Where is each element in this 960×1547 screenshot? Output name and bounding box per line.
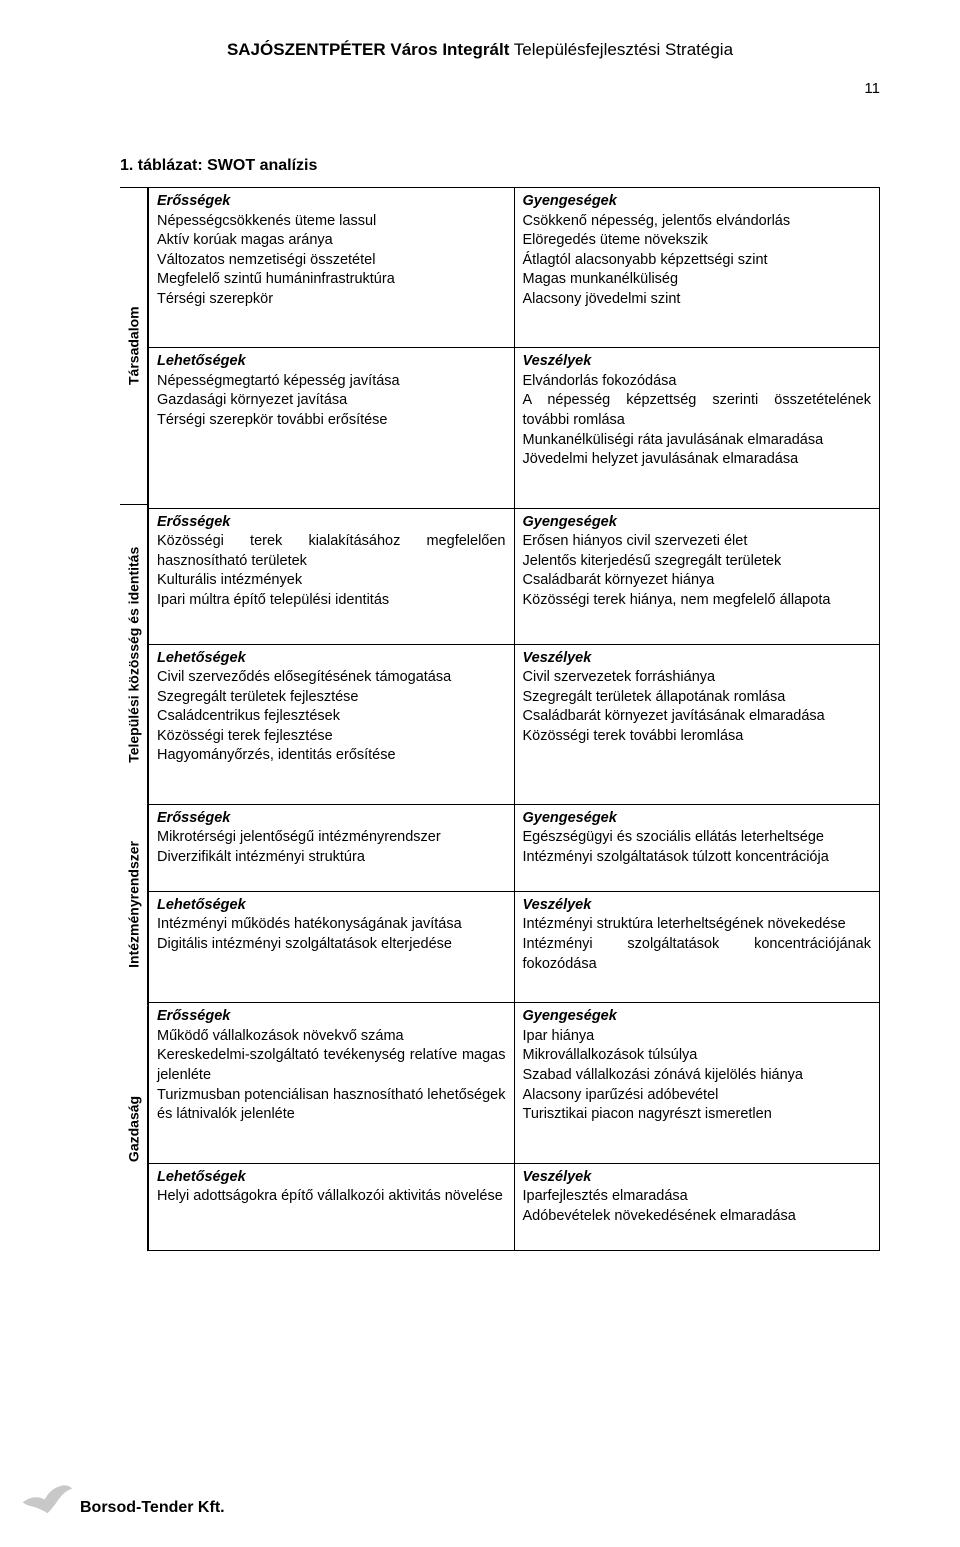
swot-text-line: Közösségi terek további leromlása bbox=[523, 727, 872, 747]
weaknesses-header: Gyengeségek bbox=[523, 193, 617, 209]
swot-text-line: Civil szerveződés elősegítésének támogat… bbox=[157, 668, 506, 688]
swot-text-line: Népességmegtartó képesség javítása bbox=[157, 372, 506, 392]
swot-text-line: Intézményi struktúra leterheltségének nö… bbox=[523, 915, 872, 935]
swot-text-line: Helyi adottságokra építő vállalkozói akt… bbox=[157, 1187, 506, 1207]
section-side-label: Települési közösség és identitás bbox=[120, 505, 148, 804]
strengths-cell: Erősségek Közösségi terek kialakításához… bbox=[149, 508, 515, 644]
strengths-cell: Erősségek Népességcsökkenés üteme lassul… bbox=[149, 188, 515, 348]
weaknesses-header: Gyengeségek bbox=[523, 1008, 617, 1024]
strengths-cell: Erősségek Mikrotérségi jelentőségű intéz… bbox=[149, 804, 515, 891]
strengths-cell: Erősségek Működő vállalkozások növekvő s… bbox=[149, 1003, 515, 1163]
section-side-label: Intézményrendszer bbox=[120, 804, 148, 1006]
swot-text-line: Térségi szerepkör további erősítése bbox=[157, 411, 506, 431]
swot-text-line: Jövedelmi helyzet javulásának elmaradása bbox=[523, 450, 872, 470]
swot-text-line: Családbarát környezet hiánya bbox=[523, 571, 872, 591]
swot-table: Erősségek Népességcsökkenés üteme lassul… bbox=[148, 187, 880, 1251]
swot-text-line: Elvándorlás fokozódása bbox=[523, 372, 872, 392]
threats-cell: Veszélyek Iparfejlesztés elmaradásaAdóbe… bbox=[514, 1163, 880, 1250]
threats-header: Veszélyek bbox=[523, 353, 592, 369]
swot-text-line: Mikrotérségi jelentőségű intézményrendsz… bbox=[157, 828, 506, 848]
weaknesses-cell: Gyengeségek Erősen hiányos civil szervez… bbox=[514, 508, 880, 644]
swot-text-line: Gazdasági környezet javítása bbox=[157, 391, 506, 411]
threats-cell: Veszélyek Civil szervezetek forráshiánya… bbox=[514, 644, 880, 804]
swot-text-line: Erősen hiányos civil szervezeti élet bbox=[523, 532, 872, 552]
opportunities-cell: Lehetőségek Civil szerveződés elősegítés… bbox=[149, 644, 515, 804]
swot-text-line: Családbarát környezet javításának elmara… bbox=[523, 707, 872, 727]
swot-text-line: Digitális intézményi szolgáltatások elte… bbox=[157, 935, 506, 955]
swot-text-line: Működő vállalkozások növekvő száma bbox=[157, 1027, 506, 1047]
swot-text-line: Intézményi működés hatékonyságának javít… bbox=[157, 915, 506, 935]
strengths-header: Erősségek bbox=[157, 193, 230, 209]
swot-text-line: Szegregált területek állapotának romlása bbox=[523, 688, 872, 708]
weaknesses-cell: Gyengeségek Ipar hiányaMikrovállalkozáso… bbox=[514, 1003, 880, 1163]
swot-text-line: Jelentős kiterjedésű szegregált területe… bbox=[523, 552, 872, 572]
section-side-label: Társadalom bbox=[120, 187, 148, 505]
swot-text-line: Mikrovállalkozások túlsúlya bbox=[523, 1046, 872, 1066]
section-side-label: Gazdaság bbox=[120, 1006, 148, 1251]
swot-text-line: Szegregált területek fejlesztése bbox=[157, 688, 506, 708]
swot-text-line: Aktív korúak magas aránya bbox=[157, 231, 506, 251]
swot-text-line: Turisztikai piacon nagyrészt ismeretlen bbox=[523, 1105, 872, 1125]
swot-text-line: Közösségi terek kialakításához megfelelő… bbox=[157, 532, 506, 571]
weaknesses-cell: Gyengeségek Egészségügyi és szociális el… bbox=[514, 804, 880, 891]
side-labels-column: TársadalomTelepülési közösség és identit… bbox=[120, 187, 148, 1251]
opportunities-header: Lehetőségek bbox=[157, 1169, 246, 1185]
swot-text-line: Változatos nemzetiségi összetétel bbox=[157, 251, 506, 271]
bird-icon bbox=[20, 1472, 75, 1527]
swot-text-line: Diverzifikált intézményi struktúra bbox=[157, 848, 506, 868]
swot-text-line: Ipari múltra építő települési identitás bbox=[157, 591, 506, 611]
swot-text-line: A népesség képzettség szerinti összetéte… bbox=[523, 391, 872, 430]
doc-header-rest: Településfejlesztési Stratégia bbox=[509, 40, 733, 59]
opportunities-cell: Lehetőségek Intézményi működés hatékonys… bbox=[149, 891, 515, 1002]
opportunities-cell: Lehetőségek Népességmegtartó képesség ja… bbox=[149, 348, 515, 508]
weaknesses-header: Gyengeségek bbox=[523, 514, 617, 530]
opportunities-header: Lehetőségek bbox=[157, 650, 246, 666]
swot-table-wrap: TársadalomTelepülési közösség és identit… bbox=[120, 187, 880, 1251]
strengths-header: Erősségek bbox=[157, 514, 230, 530]
swot-text-line: Munkanélküliségi ráta javulásának elmara… bbox=[523, 431, 872, 451]
table-title: 1. táblázat: SWOT analízis bbox=[80, 157, 880, 175]
swot-text-line: Közösségi terek hiánya, nem megfelelő ál… bbox=[523, 591, 872, 611]
swot-text-line: Adóbevételek növekedésének elmaradása bbox=[523, 1207, 872, 1227]
swot-text-line: Népességcsökkenés üteme lassul bbox=[157, 212, 506, 232]
doc-header-bold: SAJÓSZENTPÉTER Város Integrált bbox=[227, 40, 509, 59]
swot-text-line: Csökkenő népesség, jelentős elvándorlás bbox=[523, 212, 872, 232]
opportunities-cell: Lehetőségek Helyi adottságokra építő vál… bbox=[149, 1163, 515, 1250]
document-header: SAJÓSZENTPÉTER Város Integrált Település… bbox=[80, 40, 880, 60]
swot-text-line: Családcentrikus fejlesztések bbox=[157, 707, 506, 727]
swot-text-line: Kereskedelmi-szolgáltató tevékenység rel… bbox=[157, 1046, 506, 1085]
threats-cell: Veszélyek Elvándorlás fokozódásaA népess… bbox=[514, 348, 880, 508]
swot-text-line: Alacsony jövedelmi szint bbox=[523, 290, 872, 310]
threats-header: Veszélyek bbox=[523, 1169, 592, 1185]
swot-text-line: Térségi szerepkör bbox=[157, 290, 506, 310]
swot-text-line: Alacsony iparűzési adóbevétel bbox=[523, 1086, 872, 1106]
threats-header: Veszélyek bbox=[523, 650, 592, 666]
swot-text-line: Megfelelő szintű humáninfrastruktúra bbox=[157, 270, 506, 290]
weaknesses-cell: Gyengeségek Csökkenő népesség, jelentős … bbox=[514, 188, 880, 348]
opportunities-header: Lehetőségek bbox=[157, 353, 246, 369]
swot-text-line: Elöregedés üteme növekszik bbox=[523, 231, 872, 251]
swot-text-line: Átlagtól alacsonyabb képzettségi szint bbox=[523, 251, 872, 271]
footer-company: Borsod-Tender Kft. bbox=[80, 1499, 225, 1517]
swot-text-line: Magas munkanélküliség bbox=[523, 270, 872, 290]
strengths-header: Erősségek bbox=[157, 1008, 230, 1024]
swot-text-line: Hagyományőrzés, identitás erősítése bbox=[157, 746, 506, 766]
opportunities-header: Lehetőségek bbox=[157, 897, 246, 913]
swot-text-line: Intézményi szolgáltatások koncentrációjá… bbox=[523, 935, 872, 974]
threats-header: Veszélyek bbox=[523, 897, 592, 913]
swot-text-line: Civil szervezetek forráshiánya bbox=[523, 668, 872, 688]
swot-text-line: Intézményi szolgáltatások túlzott koncen… bbox=[523, 848, 872, 868]
swot-text-line: Iparfejlesztés elmaradása bbox=[523, 1187, 872, 1207]
weaknesses-header: Gyengeségek bbox=[523, 810, 617, 826]
swot-text-line: Ipar hiánya bbox=[523, 1027, 872, 1047]
threats-cell: Veszélyek Intézményi struktúra leterhelt… bbox=[514, 891, 880, 1002]
swot-text-line: Szabad vállalkozási zónává kijelölés hiá… bbox=[523, 1066, 872, 1086]
page-number: 11 bbox=[80, 80, 880, 97]
strengths-header: Erősségek bbox=[157, 810, 230, 826]
swot-text-line: Turizmusban potenciálisan hasznosítható … bbox=[157, 1086, 506, 1125]
swot-text-line: Egészségügyi és szociális ellátás leterh… bbox=[523, 828, 872, 848]
swot-text-line: Kulturális intézmények bbox=[157, 571, 506, 591]
swot-text-line: Közösségi terek fejlesztése bbox=[157, 727, 506, 747]
